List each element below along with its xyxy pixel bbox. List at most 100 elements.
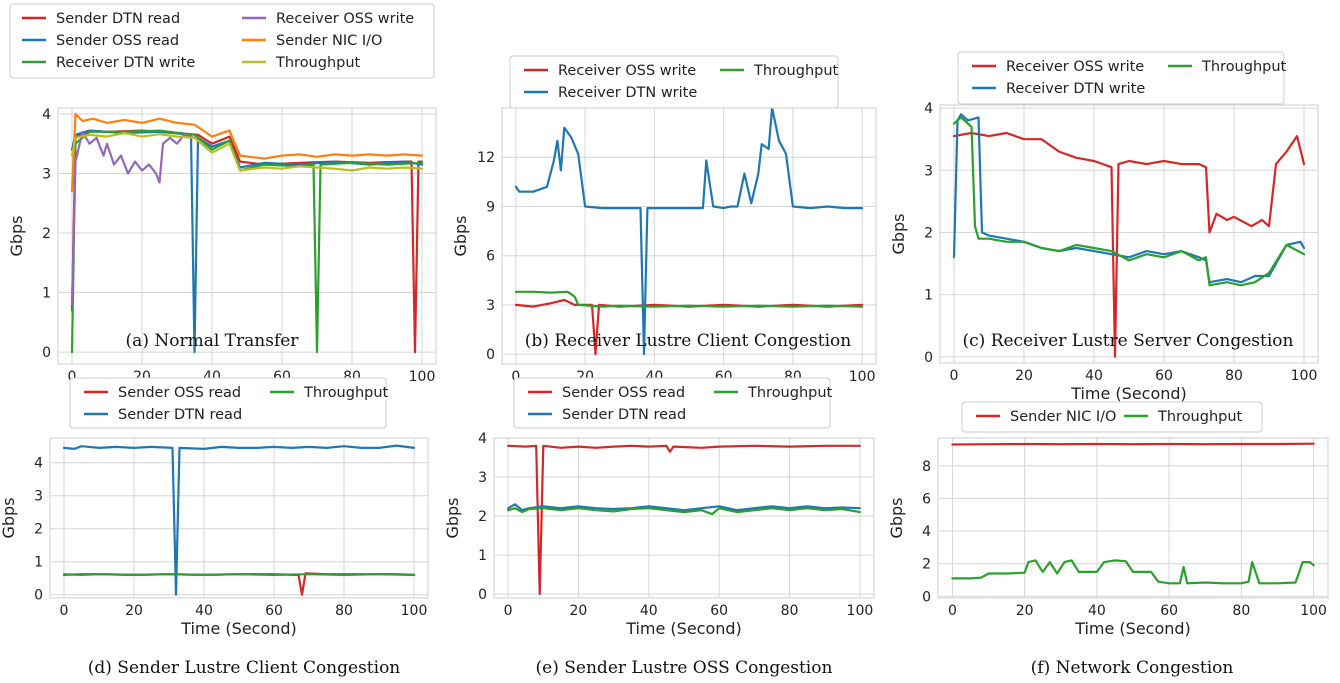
y-tick-label: 3 xyxy=(486,298,495,314)
series-line-receiver-dtn-write xyxy=(952,113,1306,284)
series-line-sender-oss-read xyxy=(62,572,416,596)
x-tick-label: 100 xyxy=(1291,368,1318,384)
x-tick-label: 0 xyxy=(511,369,520,385)
x-tick-label: 40 xyxy=(195,603,213,619)
legend-entry: Sender NIC I/O xyxy=(1010,409,1116,425)
y-tick-label: 1 xyxy=(42,286,51,302)
x-tick-label: 20 xyxy=(570,603,588,619)
y-axis-label: Gbps xyxy=(451,215,470,256)
x-axis-label: Time (Second) xyxy=(625,619,742,638)
series-line-sender-dtn-read xyxy=(507,503,861,512)
y-tick-label: 3 xyxy=(478,470,487,486)
panel-caption: (b) Receiver Lustre Client Congestion xyxy=(525,331,851,351)
plot-frame xyxy=(49,437,429,599)
legend-entry: Throughput xyxy=(275,55,361,71)
x-tick-label: 40 xyxy=(1088,603,1106,619)
y-tick-label: 4 xyxy=(42,107,51,123)
x-tick-label: 100 xyxy=(1300,603,1327,619)
x-tick-label: 80 xyxy=(781,603,799,619)
y-tick-label: 0 xyxy=(42,345,51,361)
chart-panel-1: 020406080100036912Time (Second)GbpsRecei… xyxy=(451,55,877,404)
legend-entry: Sender DTN read xyxy=(56,11,180,27)
y-axis-label: Gbps xyxy=(7,215,26,256)
y-tick-label: 6 xyxy=(922,491,931,507)
x-tick-label: 20 xyxy=(1016,603,1034,619)
y-tick-label: 4 xyxy=(922,524,931,540)
y-tick-label: 2 xyxy=(922,557,931,573)
y-tick-label: 0 xyxy=(924,350,933,366)
y-tick-label: 2 xyxy=(478,509,487,525)
x-tick-label: 100 xyxy=(849,369,876,385)
plot-frame xyxy=(57,107,437,365)
x-tick-label: 60 xyxy=(710,603,728,619)
legend xyxy=(9,3,435,79)
series-line-receiver-oss-write xyxy=(70,130,196,306)
plot-frame xyxy=(937,437,1329,599)
series-line-throughput xyxy=(952,116,1306,287)
legend-entry: Throughput xyxy=(303,385,389,401)
legend xyxy=(69,377,387,429)
legend xyxy=(961,401,1263,433)
y-tick-label: 9 xyxy=(486,199,495,215)
legend-entry: Sender OSS read xyxy=(562,385,685,401)
panel-caption: (a) Normal Transfer xyxy=(126,331,300,351)
panel-caption: (f) Network Congestion xyxy=(1031,658,1234,678)
y-tick-label: 12 xyxy=(477,150,495,166)
panel-caption: (e) Sender Lustre OSS Congestion xyxy=(536,658,833,678)
series-line-sender-oss-read xyxy=(507,444,861,596)
x-tick-label: 40 xyxy=(640,603,658,619)
legend-entry: Receiver DTN write xyxy=(56,55,195,71)
panel-caption: (d) Sender Lustre Client Congestion xyxy=(88,658,401,678)
series-line-throughput xyxy=(514,290,864,308)
legend-entry: Receiver OSS write xyxy=(558,63,696,79)
y-tick-label: 2 xyxy=(924,225,933,241)
plot-frame xyxy=(939,104,1319,364)
series-line-receiver-dtn-write xyxy=(514,106,864,356)
legend-entry: Sender DTN read xyxy=(562,407,686,423)
series-line-throughput xyxy=(507,507,861,516)
series-line-sender-dtn-read xyxy=(62,444,416,596)
y-tick-label: 3 xyxy=(42,166,51,182)
legend-entry: Throughput xyxy=(747,385,833,401)
series-line-throughput xyxy=(62,573,416,576)
legend-entry: Receiver OSS write xyxy=(276,11,414,27)
x-tick-label: 80 xyxy=(1232,603,1250,619)
y-axis-label: Gbps xyxy=(0,497,18,538)
x-tick-label: 80 xyxy=(335,603,353,619)
y-tick-label: 8 xyxy=(922,459,931,475)
y-tick-label: 1 xyxy=(478,548,487,564)
x-tick-label: 60 xyxy=(1155,368,1173,384)
y-axis-label: Gbps xyxy=(887,497,906,538)
y-tick-label: 4 xyxy=(34,456,43,472)
chart-panel-2: 0 20 40 60 80 100 0 1 2 3 4 Time (Second) Gbps Receiv… xyxy=(889,51,1319,403)
x-tick-label: 0 xyxy=(950,368,959,384)
legend xyxy=(957,51,1285,105)
series-line-throughput xyxy=(70,131,424,172)
series-line-receiver-oss-write xyxy=(952,131,1306,358)
y-axis-label: Gbps xyxy=(443,497,462,538)
y-tick-label: 4 xyxy=(478,431,487,447)
y-tick-label: 4 xyxy=(924,101,933,117)
legend-entry: Receiver DTN write xyxy=(1006,81,1145,97)
y-axis-label: Gbps xyxy=(889,213,908,254)
legend-entry: Throughput xyxy=(1157,409,1243,425)
y-tick-label: 0 xyxy=(34,588,43,604)
legend xyxy=(509,55,839,109)
legend-entry: Sender OSS read xyxy=(118,385,241,401)
y-tick-label: 2 xyxy=(34,522,43,538)
legend-entry: Sender DTN read xyxy=(118,407,242,423)
x-axis-label: Time (Second) xyxy=(180,619,297,638)
x-axis-label: Time (Second) xyxy=(1074,619,1191,638)
x-tick-label: 0 xyxy=(68,369,77,385)
x-tick-label: 60 xyxy=(1160,603,1178,619)
series-line-throughput xyxy=(951,559,1315,585)
x-tick-label: 60 xyxy=(265,603,283,619)
x-tick-label: 20 xyxy=(125,603,143,619)
x-tick-label: 100 xyxy=(409,369,436,385)
y-tick-label: 0 xyxy=(922,589,931,605)
x-tick-label: 40 xyxy=(1085,368,1103,384)
y-tick-label: 3 xyxy=(34,489,43,505)
y-tick-label: 6 xyxy=(486,249,495,265)
